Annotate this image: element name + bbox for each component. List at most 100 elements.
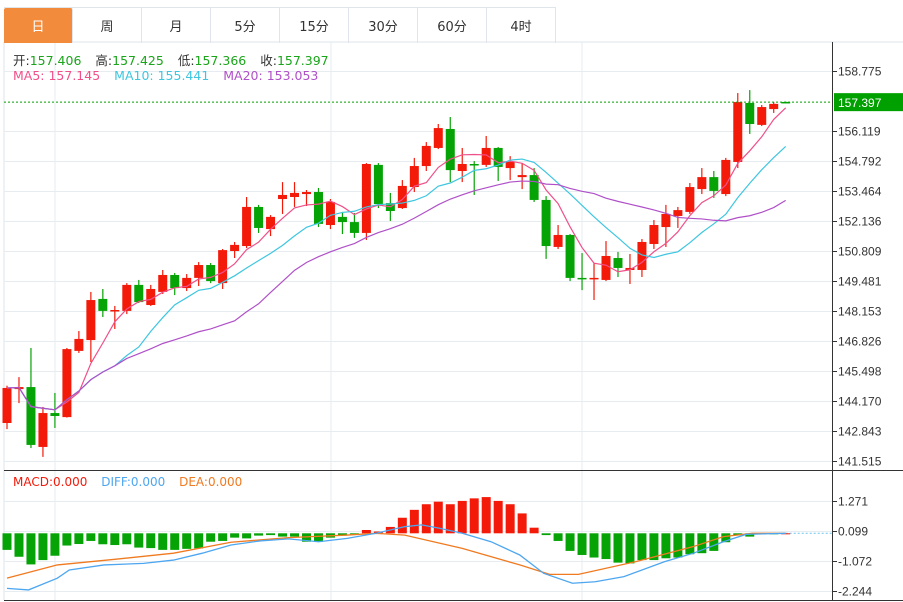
macd-bar [589,533,599,558]
macd-bar [278,533,288,537]
macd-bar [134,533,144,548]
candle-body [493,147,503,167]
candle-body [721,159,731,195]
candle [721,157,731,197]
tab-day[interactable]: 日 [4,8,73,43]
tab-15min[interactable]: 15分 [280,8,349,43]
candle-body [745,102,755,124]
macd-bar [661,533,671,559]
candle-body [337,216,347,223]
macd-bar [733,533,743,536]
candle [74,331,84,353]
candle-body [230,244,240,252]
tab-week[interactable]: 周 [73,8,142,43]
tab-4hour[interactable]: 4时 [487,8,556,43]
macd-tick-label: -2.244 [838,585,872,599]
macd-bar [86,533,96,541]
tab-5min[interactable]: 5分 [211,8,280,43]
candle-body [481,147,491,165]
candle [182,274,192,292]
price-tick-label: 152.136 [838,215,882,229]
macd-bar [457,500,467,534]
diff-line [6,524,786,591]
macd-bar [266,533,276,536]
tab-30min[interactable]: 30分 [349,8,418,43]
ma5-line [6,107,787,411]
tab-60min[interactable]: 60分 [418,8,487,43]
candle-body [541,199,551,247]
macd-bar [577,533,587,555]
candle-body [290,192,300,197]
candle [337,211,347,235]
candle [134,279,144,303]
macd-bar [517,513,527,534]
candle-body [266,216,276,230]
candle-body [2,387,12,423]
macd-bar [601,533,611,560]
macd-bar [230,533,240,538]
candle-body [685,187,695,212]
candle [481,135,491,167]
ma10-line [6,145,787,411]
candle [278,182,288,214]
macd-bar [158,533,168,550]
candle-body [733,102,743,162]
candle [325,199,335,230]
candle [38,406,48,457]
tab-month[interactable]: 月 [142,8,211,43]
candle-body [74,338,84,351]
macd-readout: MACD:0.000 DIFF:0.000 DEA:0.000 [13,475,242,489]
candle-body [421,145,431,167]
price-tick-label: 149.481 [838,275,882,289]
candle [637,239,647,277]
candle-body [505,161,515,169]
close-label: 收: [260,53,277,68]
candle [709,171,719,198]
candle-body [194,265,204,278]
ma20-value: MA20: 153.053 [223,68,319,83]
candle [98,288,108,318]
candle [565,234,575,282]
candle-body [409,166,419,188]
price-tick-label: 156.119 [838,125,881,139]
price-tick-label: 150.809 [838,245,882,259]
low-value: 157.366 [194,53,247,68]
macd-bar [613,533,623,563]
candle [421,142,431,172]
candle [110,305,120,329]
macd-bar [685,533,695,555]
candle-body [757,107,767,125]
candle [266,215,276,237]
candle-body [637,241,647,270]
macd-bar [50,533,60,556]
candle [517,163,527,190]
candle-body [673,210,683,216]
macd-bar [625,533,635,564]
macd-bar [2,533,12,550]
candle [158,269,168,294]
candle [433,123,443,150]
candle-body [110,309,120,312]
macd-bar [721,533,731,543]
candle-body [122,284,132,311]
candle-body [86,300,96,341]
macd-bar [254,533,264,536]
candle [697,168,707,195]
ohlc-readout: 开:157.406 高:157.425 低:157.366 收:157.397 [13,50,329,69]
macd-bar [242,533,252,539]
dea-line [6,532,786,579]
open-value: 157.406 [29,53,82,68]
candle-body [325,201,335,226]
close-value: 157.397 [276,53,329,68]
candle-body [26,387,36,445]
open-label: 开: [13,53,30,68]
candle-body [242,206,252,247]
macd-value: MACD:0.000 [13,475,88,489]
macd-bar [529,527,539,534]
candle-body [565,234,575,278]
high-value: 157.425 [112,53,164,68]
candle [302,189,311,207]
candle-body [697,177,707,190]
price-tick-label: 153.464 [838,185,882,199]
